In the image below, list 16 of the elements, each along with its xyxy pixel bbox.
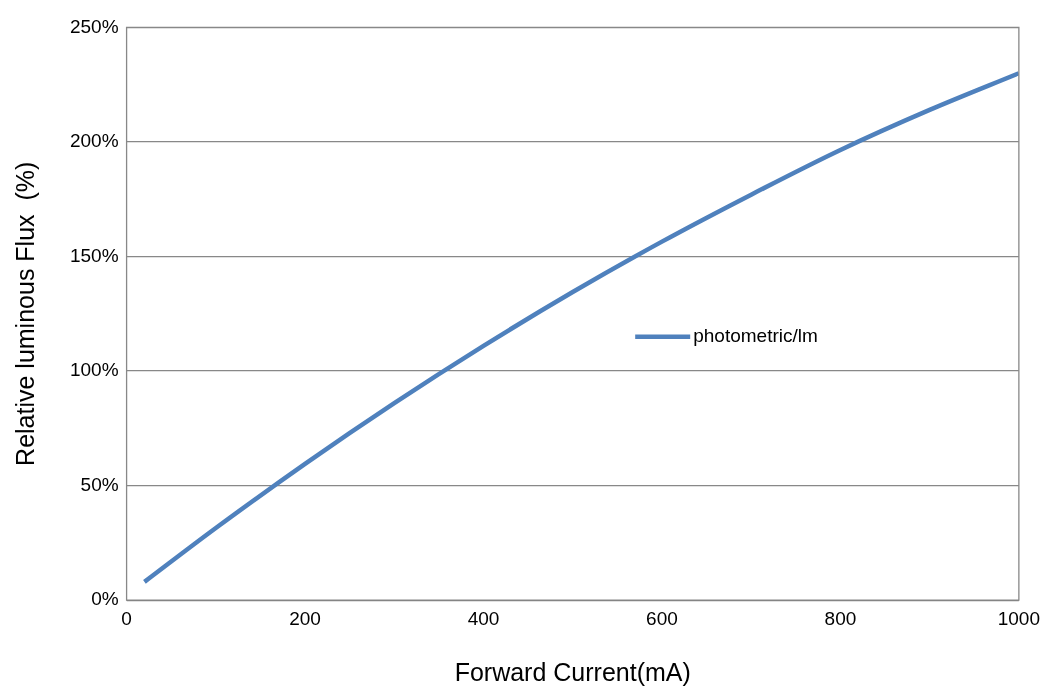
- legend-label: photometric/lm: [693, 324, 818, 346]
- x-tick-label: 400: [467, 607, 500, 629]
- y-tick-label: 50%: [80, 473, 119, 495]
- x-tick-label: 200: [289, 607, 321, 629]
- x-tick-label: 800: [824, 607, 857, 629]
- y-tick-label: 150%: [69, 244, 119, 266]
- y-axis-title: Relative luminous Flux (%): [10, 161, 39, 466]
- x-tick-label: 0: [121, 607, 132, 629]
- x-axis-title: Forward Current(mA): [454, 657, 691, 686]
- x-tick-label: 1000: [997, 607, 1041, 629]
- x-tick-label: 600: [646, 607, 678, 629]
- y-tick-label: 0%: [91, 588, 119, 610]
- y-tick-label: 100%: [69, 359, 119, 381]
- y-tick-label: 250%: [69, 15, 119, 37]
- line-series: [142, 70, 1019, 585]
- y-tick-label: 200%: [69, 130, 119, 152]
